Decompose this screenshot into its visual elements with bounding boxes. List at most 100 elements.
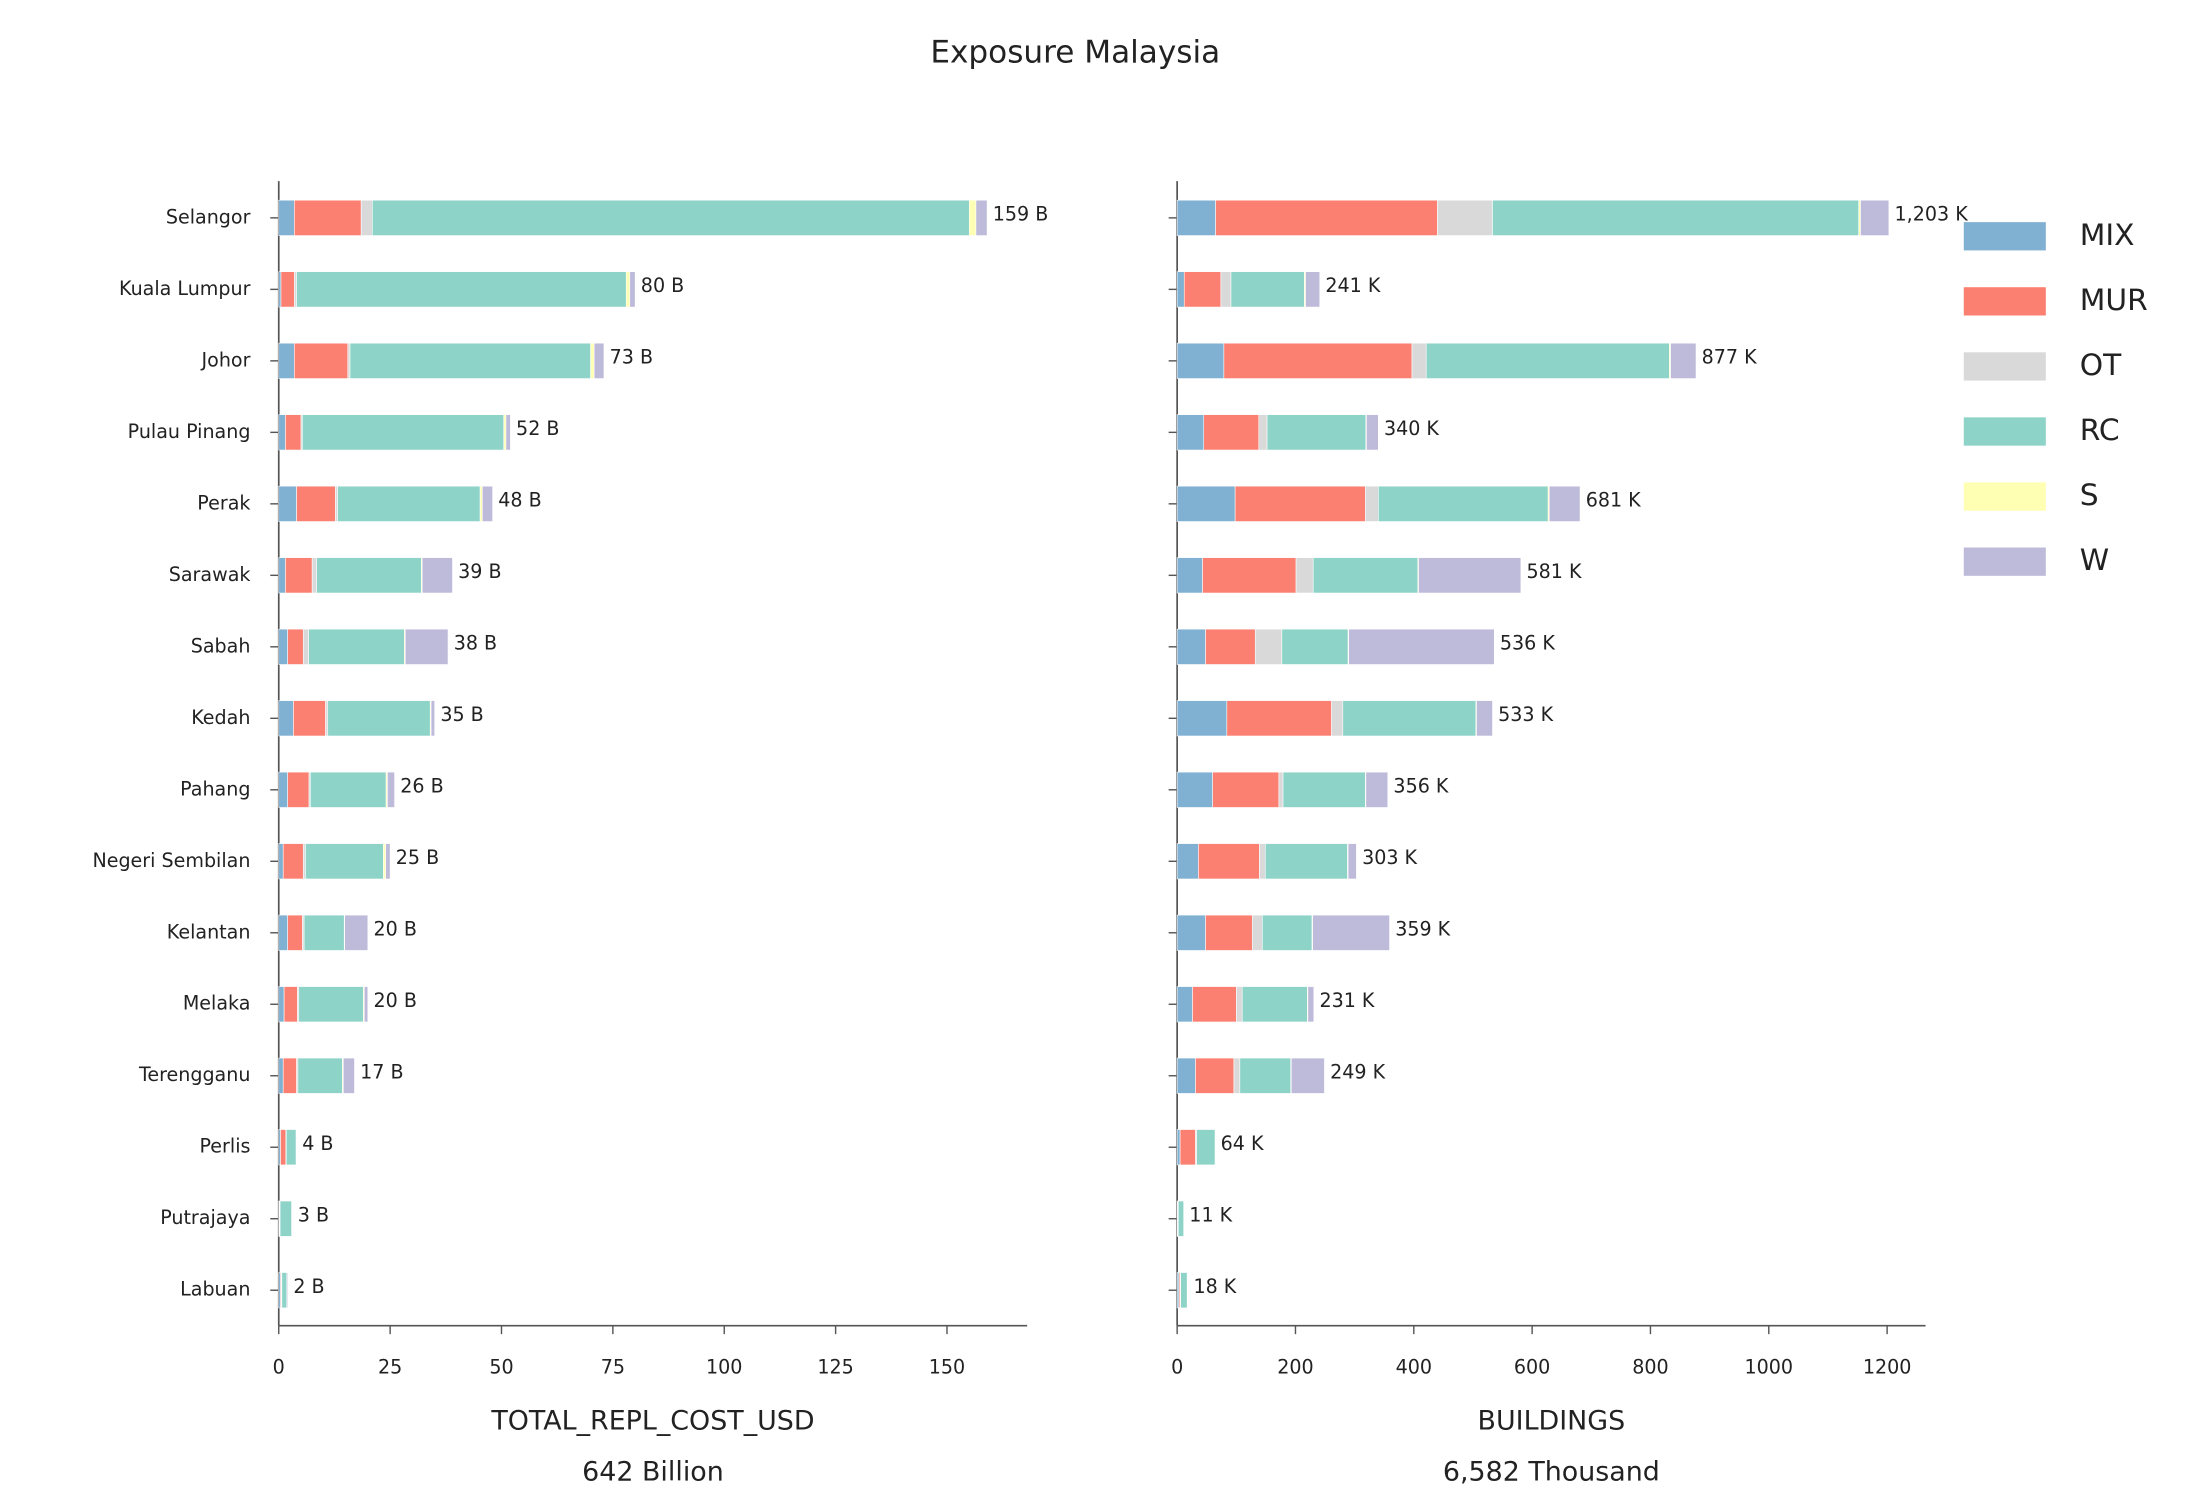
bar-segment <box>1239 1057 1292 1094</box>
total-label: 241 K <box>1325 274 1380 297</box>
total-label: 20 B <box>374 917 417 940</box>
bar-segment <box>505 414 511 451</box>
bar-segment <box>625 271 631 308</box>
bar-segment <box>1176 414 1205 451</box>
bar-segment <box>283 986 298 1023</box>
bar-segment <box>1262 914 1313 951</box>
total-label: 26 B <box>400 774 443 797</box>
total-label: 249 K <box>1330 1060 1385 1083</box>
bar-segment <box>1220 271 1232 308</box>
legend-swatch <box>1963 482 2046 511</box>
total-label: 340 K <box>1384 417 1439 440</box>
legend-swatch <box>1963 287 2046 316</box>
bar-segment <box>337 485 481 522</box>
bar-segment <box>1186 1272 1189 1309</box>
bar-segment <box>280 1129 287 1166</box>
total-label: 64 K <box>1221 1132 1264 1155</box>
x-axis-label-2: 642 Billion <box>582 1456 724 1487</box>
total-label: 17 B <box>360 1060 403 1083</box>
bar-segment <box>1176 1057 1196 1094</box>
bar-segment <box>343 1057 355 1094</box>
legend-label: OT <box>2080 348 2122 383</box>
bar-segment <box>282 843 304 880</box>
total-label: 231 K <box>1319 989 1374 1012</box>
bar-segment <box>1176 771 1213 808</box>
bar-segment <box>1179 1129 1196 1166</box>
bar-segment <box>1192 986 1237 1023</box>
bar-segment <box>1236 986 1243 1023</box>
bar-segment <box>372 199 970 236</box>
bar-segment <box>282 1057 297 1094</box>
total-label: 39 B <box>458 560 501 583</box>
bar-segment <box>278 199 295 236</box>
x-tick-label: 25 <box>378 1356 402 1379</box>
bar-segment <box>302 414 505 451</box>
bar-segment <box>1366 414 1379 451</box>
total-label: 73 B <box>610 346 653 369</box>
bar-segment <box>1205 914 1253 951</box>
bar-segment <box>310 771 387 808</box>
bar-segment <box>1307 986 1315 1023</box>
bar-segment <box>1205 628 1256 665</box>
bar-segment <box>294 271 297 308</box>
x-tick-label: 100 <box>706 1356 742 1379</box>
bar-segment <box>1176 557 1203 594</box>
bar-segment <box>297 1057 343 1094</box>
bar-segment <box>1259 843 1266 880</box>
total-label: 681 K <box>1586 489 1641 512</box>
bar-segment <box>305 843 384 880</box>
bar-segment <box>1176 914 1206 951</box>
bar-segment <box>430 700 435 737</box>
y-tick-label: Terengganu <box>138 1063 250 1086</box>
bar-segment <box>1312 557 1419 594</box>
bar-segment <box>278 700 294 737</box>
y-tick-label: Sarawak <box>169 563 251 586</box>
bar-segment <box>281 1272 288 1309</box>
bar-segment <box>285 414 302 451</box>
bar-segment <box>286 1129 297 1166</box>
bar-segment <box>1254 628 1283 665</box>
bar-segment <box>385 843 391 880</box>
bar-segment <box>1176 271 1185 308</box>
total-label: 359 K <box>1395 917 1450 940</box>
x-tick-label: 0 <box>273 1356 285 1379</box>
bar-segment <box>296 485 336 522</box>
bar-segment <box>1176 1129 1181 1166</box>
total-label: 80 B <box>641 274 684 297</box>
bar-segment <box>968 199 977 236</box>
bar-segment <box>975 199 988 236</box>
bar-segment <box>278 843 284 880</box>
y-tick-label: Negeri Sembilan <box>92 849 250 872</box>
bar-segment <box>629 271 636 308</box>
total-label: 581 K <box>1527 560 1582 583</box>
bar-segment <box>383 843 386 880</box>
bar-segment <box>296 271 627 308</box>
total-label: 356 K <box>1393 774 1448 797</box>
bar-segment <box>1291 1057 1325 1094</box>
total-label: 877 K <box>1702 346 1757 369</box>
bar-segment <box>1347 843 1357 880</box>
bar-segment <box>1176 485 1236 522</box>
x-tick-label: 1200 <box>1863 1356 1912 1379</box>
bar-segment <box>278 986 285 1023</box>
bar-segment <box>1282 771 1366 808</box>
x-axis-label: BUILDINGS <box>1478 1405 1626 1436</box>
x-tick-label: 800 <box>1632 1356 1668 1379</box>
bar-segment <box>1476 700 1493 737</box>
bar-segment <box>335 485 338 522</box>
x-tick-label: 600 <box>1514 1356 1550 1379</box>
x-tick-label: 200 <box>1277 1356 1313 1379</box>
bar-segment <box>482 485 493 522</box>
bar-segment <box>327 700 431 737</box>
legend-swatch <box>1963 417 2046 446</box>
bar-segment <box>1241 986 1308 1023</box>
legend-label: MUR <box>2080 283 2148 318</box>
bar-segment <box>1176 843 1199 880</box>
bar-segment <box>1492 199 1859 236</box>
bar-segment <box>387 771 395 808</box>
bar-segment <box>1223 342 1413 379</box>
bar-segment <box>1265 843 1348 880</box>
bar-segment <box>278 485 297 522</box>
